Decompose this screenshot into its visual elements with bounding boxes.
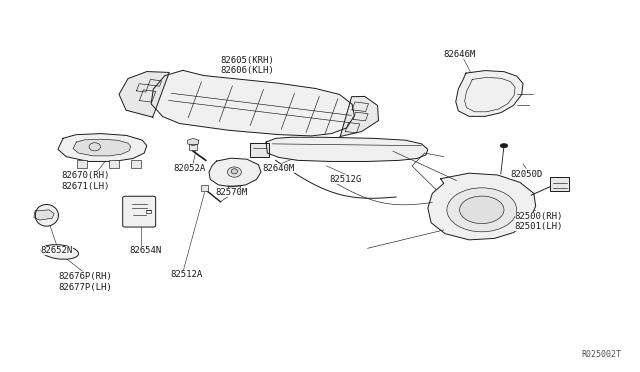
Polygon shape xyxy=(151,70,355,136)
Ellipse shape xyxy=(460,196,504,224)
Bar xyxy=(77,160,87,168)
Bar xyxy=(250,143,269,157)
Polygon shape xyxy=(188,138,198,146)
Polygon shape xyxy=(340,96,378,137)
Text: 82500(RH)
82501(LH): 82500(RH) 82501(LH) xyxy=(515,212,563,231)
Text: 82652N: 82652N xyxy=(40,247,73,256)
Bar xyxy=(131,160,141,168)
Ellipse shape xyxy=(41,245,79,259)
Ellipse shape xyxy=(227,167,241,177)
Polygon shape xyxy=(58,134,147,161)
Polygon shape xyxy=(119,71,169,117)
Polygon shape xyxy=(35,205,58,226)
Ellipse shape xyxy=(231,169,237,174)
Bar xyxy=(145,210,150,214)
Bar xyxy=(202,185,208,191)
Ellipse shape xyxy=(447,188,516,232)
Text: R025002T: R025002T xyxy=(581,350,621,359)
Polygon shape xyxy=(266,137,428,161)
FancyBboxPatch shape xyxy=(123,196,156,227)
Polygon shape xyxy=(428,173,536,240)
Bar xyxy=(550,177,570,192)
Text: 82052A: 82052A xyxy=(174,164,206,173)
Text: 82570M: 82570M xyxy=(215,188,247,197)
Text: 82605(KRH)
82606(KLH): 82605(KRH) 82606(KLH) xyxy=(220,56,274,75)
Polygon shape xyxy=(34,210,54,220)
Polygon shape xyxy=(73,139,131,156)
Polygon shape xyxy=(228,186,241,192)
Text: 82654N: 82654N xyxy=(129,247,162,256)
Polygon shape xyxy=(456,71,523,116)
Bar xyxy=(109,160,119,168)
Polygon shape xyxy=(209,158,261,187)
Bar xyxy=(189,144,197,150)
Text: 82512G: 82512G xyxy=(329,175,362,184)
Text: 82640M: 82640M xyxy=(262,164,295,173)
Text: 82646M: 82646M xyxy=(444,51,476,60)
Text: 82050D: 82050D xyxy=(510,170,542,179)
Text: 82676P(RH)
82677P(LH): 82676P(RH) 82677P(LH) xyxy=(58,272,112,292)
Circle shape xyxy=(500,144,508,148)
Text: 82512A: 82512A xyxy=(171,270,203,279)
Text: 82670(RH)
82671(LH): 82670(RH) 82671(LH) xyxy=(61,171,109,191)
